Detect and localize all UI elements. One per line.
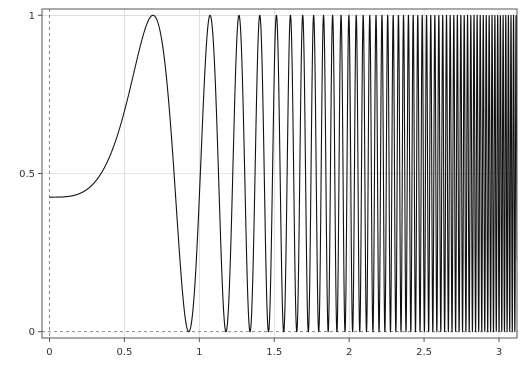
- y-tick-label: 0: [29, 327, 35, 338]
- y-tick-label: 1: [29, 11, 35, 22]
- x-tick-label: 2: [346, 347, 352, 358]
- series-line: [49, 14, 518, 333]
- axis-ticks: 0 0.5 1 1.5 2 2.5 3 0 0.5 1: [19, 11, 502, 358]
- x-tick-label: 3: [496, 347, 502, 358]
- x-tick-label: 1: [196, 347, 202, 358]
- x-tick-label: 0.5: [116, 347, 132, 358]
- y-tick-label: 0.5: [19, 169, 35, 180]
- dashed-guides: [42, 9, 517, 338]
- x-tick-label: 0: [46, 347, 52, 358]
- x-tick-label: 1.5: [266, 347, 282, 358]
- x-tick-label: 2.5: [416, 347, 432, 358]
